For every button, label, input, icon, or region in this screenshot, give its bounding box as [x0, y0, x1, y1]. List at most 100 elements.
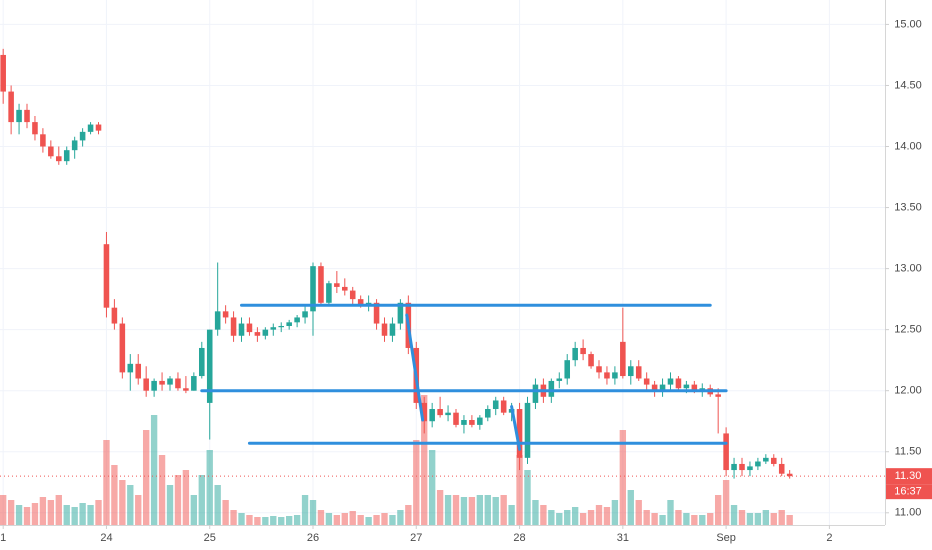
candle-body: [111, 307, 118, 324]
candle-body: [770, 457, 777, 464]
volume-bar: [23, 507, 31, 525]
candle-body: [191, 376, 197, 391]
volume-bar: [389, 515, 396, 525]
volume-bar: [619, 430, 627, 525]
y-tick-label: 14.00: [894, 140, 922, 152]
volume-bar: [111, 465, 118, 525]
candle-body: [199, 347, 205, 377]
volume-bar: [786, 515, 793, 525]
candle-body: [206, 329, 213, 403]
volume-bar: [71, 507, 78, 525]
volume-bar: [556, 513, 563, 525]
candle-body: [492, 400, 499, 410]
volume-bar: [683, 513, 690, 525]
volume-bar: [476, 495, 484, 525]
candle-body: [135, 363, 142, 379]
candle-body: [87, 124, 94, 132]
candle-body: [445, 412, 451, 416]
volume-bar: [436, 490, 444, 525]
candle-body: [572, 347, 578, 361]
candle-body: [103, 244, 110, 308]
volume-bar: [381, 513, 388, 525]
volume-bar: [373, 515, 380, 525]
volume-bar: [262, 517, 269, 525]
last-price-box: [886, 468, 932, 485]
volume-bar: [611, 500, 619, 525]
last-price-label: 11.30: [895, 470, 922, 482]
candle-body: [0, 54, 6, 92]
candle-body: [580, 347, 586, 355]
volume-bar: [770, 513, 777, 525]
volume-bar: [341, 513, 348, 525]
volume-bar: [166, 485, 174, 525]
candle-body: [119, 323, 126, 373]
volume-bar: [47, 500, 55, 525]
candle-body: [667, 378, 674, 385]
volume-bar: [55, 495, 62, 525]
volume-bar: [460, 497, 468, 525]
candle-body: [461, 420, 467, 425]
candle-body: [477, 417, 483, 425]
volume-bar: [182, 470, 190, 525]
candle-body: [612, 372, 618, 379]
volume-bar: [778, 510, 785, 525]
candle-body: [437, 409, 443, 416]
candle-body: [48, 146, 54, 157]
x-tick-label: 28: [513, 532, 525, 544]
volume-bar: [119, 480, 126, 525]
volume-bar: [397, 510, 404, 525]
candle-body: [349, 290, 356, 300]
candle-body: [222, 311, 229, 318]
volume-bar: [31, 503, 39, 525]
candle-body: [556, 378, 563, 381]
volume-bar: [214, 485, 221, 525]
candle-body: [373, 302, 380, 324]
volume-bar: [198, 475, 205, 525]
volume-bar: [667, 500, 674, 525]
candle-body: [755, 461, 761, 467]
volume-bar: [301, 495, 309, 525]
volume-bar: [564, 510, 571, 525]
volume-bar: [87, 505, 94, 525]
y-tick-label: 11.00: [895, 507, 922, 519]
candle-body: [747, 466, 753, 471]
candle-body: [485, 409, 491, 418]
volume-bar: [428, 450, 436, 525]
volume-bar: [206, 450, 213, 525]
candle-body: [8, 91, 14, 123]
x-tick-label: 2: [826, 532, 832, 544]
volume-bar: [754, 513, 762, 525]
candle-body: [71, 140, 78, 151]
volume-bar: [762, 510, 770, 525]
candle-body: [24, 109, 30, 123]
volume-bar: [158, 455, 166, 525]
candle-body: [63, 150, 70, 162]
x-tick-label: 25: [204, 532, 216, 544]
countdown-label: 16:37: [894, 486, 922, 498]
volume-bar: [508, 505, 515, 525]
trend-line: [510, 405, 522, 451]
candle-body: [95, 124, 102, 131]
volume-bar: [738, 510, 746, 525]
candle-body: [214, 311, 221, 330]
volume-bar: [63, 505, 70, 525]
volume-bar: [270, 516, 277, 525]
volume-bar: [730, 505, 738, 525]
volume-bar: [579, 513, 587, 525]
candle-body: [254, 332, 261, 336]
candle-body: [651, 384, 658, 391]
volume-bar: [707, 513, 714, 525]
candle-body: [500, 400, 507, 413]
x-tick-label: 1: [0, 532, 6, 544]
volume-bar: [643, 510, 650, 525]
candle-body: [421, 402, 428, 422]
volume-bar: [587, 510, 595, 525]
volume-bar: [278, 517, 285, 525]
trend-line: [405, 313, 425, 422]
volume-bar: [548, 510, 555, 525]
candle-body: [588, 354, 594, 367]
volume-bar: [15, 505, 23, 525]
volume-bar: [127, 485, 134, 525]
volume-bar: [357, 515, 364, 525]
volume-bar: [39, 497, 47, 525]
